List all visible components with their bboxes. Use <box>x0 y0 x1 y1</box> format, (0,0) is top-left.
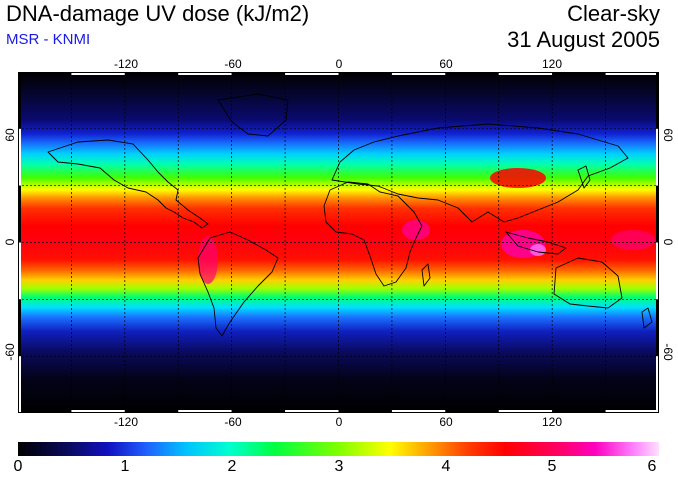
frame-segment <box>285 72 339 75</box>
map-title: DNA-damage UV dose (kJ/m2) <box>6 1 310 26</box>
lon-label-top: -120 <box>113 57 139 71</box>
frame-segment <box>391 72 446 75</box>
lon-label-top: 0 <box>335 57 343 71</box>
lon-label-bottom: 120 <box>541 415 563 429</box>
lon-label-bottom: -60 <box>224 415 242 429</box>
tibet-maximum <box>490 168 546 188</box>
lon-label-bottom: -120 <box>113 415 139 429</box>
eurasia-outline <box>331 123 629 223</box>
frame-segment <box>498 72 553 75</box>
lat-label-left: 60 <box>3 128 17 142</box>
lon-label-top: -60 <box>224 57 242 71</box>
lon-label-top: 120 <box>541 57 563 71</box>
lat-label-right: 0 <box>661 238 675 246</box>
frame-segment <box>124 72 179 75</box>
lon-label-bottom: 0 <box>335 415 343 429</box>
frame-segment <box>18 72 21 129</box>
frame-segment <box>552 410 606 413</box>
frame-segment <box>178 72 232 75</box>
ethiopia-maximum <box>402 220 430 240</box>
colorbar-tick: 3 <box>334 458 344 475</box>
lat-label-right: -60 <box>661 343 675 361</box>
frame-segment <box>178 410 232 413</box>
frame-segment <box>605 72 659 75</box>
colorbar-tick: 1 <box>120 458 130 475</box>
frame-segment <box>231 410 286 413</box>
frame-segment <box>18 242 21 300</box>
lon-label-bottom: 60 <box>439 415 453 429</box>
japan-outline <box>577 165 591 189</box>
lon-label-top: 60 <box>439 57 453 71</box>
colorbar <box>18 442 659 456</box>
frame-segment <box>656 299 659 357</box>
colorbar-tick: 4 <box>441 458 451 475</box>
frame-segment <box>656 185 659 243</box>
frame-segment <box>338 410 392 413</box>
frame-segment <box>285 410 339 413</box>
frame-segment <box>656 356 659 413</box>
pacific-maximum <box>611 230 655 250</box>
source-label: MSR - KNMI <box>6 31 91 48</box>
frame-border <box>18 72 659 413</box>
colorbar-tick: 0 <box>13 458 23 475</box>
date-label: 31 August 2005 <box>507 27 660 52</box>
frame-segment <box>18 299 21 357</box>
frame-segment <box>445 72 499 75</box>
frame-segment <box>231 72 286 75</box>
frame-segment <box>18 185 21 243</box>
frame-segment <box>656 72 659 129</box>
lat-label-left: 0 <box>3 238 17 246</box>
frame-segment <box>656 242 659 300</box>
colorbar-tick: 5 <box>547 458 557 475</box>
frame-segment <box>18 356 21 413</box>
frame-segment <box>552 72 606 75</box>
madagascar-outline <box>421 263 431 287</box>
andes-maximum <box>198 236 218 284</box>
colorbar-tick: 6 <box>647 458 657 475</box>
frame-segment <box>498 410 553 413</box>
greenland-outline <box>217 93 289 137</box>
south-america-outline <box>197 231 279 337</box>
frame-segment <box>656 128 659 186</box>
frame-segment <box>338 72 392 75</box>
colorbar-tick: 2 <box>227 458 237 475</box>
north-america-outline <box>47 139 209 229</box>
lat-label-left: -60 <box>3 343 17 361</box>
frame-segment <box>391 410 446 413</box>
indonesia-peak <box>530 244 546 256</box>
new-zealand-outline <box>641 307 653 329</box>
graticule <box>18 72 659 413</box>
frame-segment <box>71 410 125 413</box>
frame-segment <box>18 72 72 75</box>
frame-segment <box>18 128 21 186</box>
frame-segment <box>18 410 72 413</box>
uv-dose-map <box>18 72 659 413</box>
indonesia-outline <box>505 231 567 255</box>
frame-segment <box>124 410 179 413</box>
frame-segment <box>445 410 499 413</box>
lat-label-right: 60 <box>661 128 675 142</box>
frame-segment <box>71 72 125 75</box>
map-frame <box>18 72 659 413</box>
frame-segment <box>605 410 659 413</box>
sky-condition-label: Clear-sky <box>567 1 660 26</box>
